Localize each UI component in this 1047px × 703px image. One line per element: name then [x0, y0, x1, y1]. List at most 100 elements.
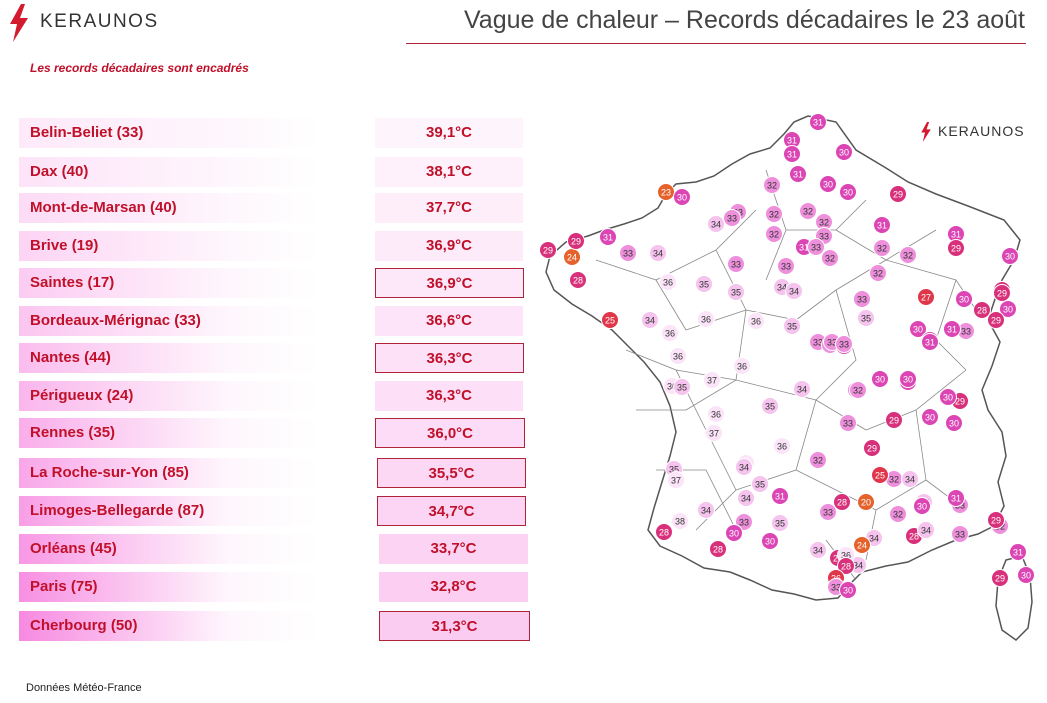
map-temperature-point: 31	[771, 487, 789, 505]
map-point-value: 32	[825, 254, 835, 264]
map-point-marker	[751, 475, 769, 493]
map-point-value: 33	[831, 583, 841, 593]
map-point-value: 35	[669, 465, 679, 475]
map-point-marker	[761, 532, 779, 550]
map-temperature-point: 36	[669, 347, 687, 365]
map-temperature-point: 32	[799, 202, 817, 220]
map-temperature-point: 31	[789, 165, 807, 183]
map-temperature-point: 32	[815, 213, 833, 231]
map-temperature-point: 36	[733, 357, 751, 375]
map-point-value: 31	[1013, 548, 1023, 558]
map-temperature-point: 29	[987, 311, 1005, 329]
map-temperature-point: 28	[973, 301, 991, 319]
map-point-marker	[727, 283, 745, 301]
map-point-value: 30	[917, 502, 927, 512]
map-temperature-point: 34	[641, 311, 659, 329]
map-point-marker	[835, 143, 853, 161]
map-point-value: 36	[841, 551, 851, 561]
map-point-value: 31	[793, 170, 803, 180]
record-value: 36,6°C	[375, 306, 523, 336]
record-city: Cherbourg (50)	[19, 611, 319, 641]
map-point-value: 34	[905, 475, 915, 485]
map-point-marker	[951, 525, 969, 543]
map-point-marker	[835, 335, 853, 353]
map-temperature-point: 35	[751, 475, 769, 493]
map-point-value: 30	[765, 537, 775, 547]
map-point-marker	[735, 458, 753, 476]
map-temperature-point: 29	[885, 411, 903, 429]
map-temperature-point: 32	[765, 225, 783, 243]
map-temperature-point: 32	[763, 176, 781, 194]
map-point-marker	[901, 470, 919, 488]
map-point-marker	[909, 320, 927, 338]
map-point-value: 30	[823, 180, 833, 190]
record-value: 36,0°C	[375, 418, 525, 448]
map-point-value: 32	[803, 207, 813, 217]
map-point-marker	[853, 290, 871, 308]
map-point-value: 24	[567, 253, 577, 263]
map-point-value: 31	[925, 338, 935, 348]
map-point-value: 33	[827, 338, 837, 348]
map-point-value: 28	[909, 532, 919, 542]
map-point-value: 23	[661, 188, 671, 198]
map-point-value: 29	[867, 444, 877, 454]
map-point-value: 29	[991, 516, 1001, 526]
map-point-value: 35	[755, 480, 765, 490]
map-point-value: 31	[951, 230, 961, 240]
map-point-value: 34	[853, 561, 863, 571]
record-city: La Roche-sur-Yon (85)	[19, 458, 319, 488]
map-keraunos-logo: KERAUNOS	[920, 122, 1025, 142]
map-temperature-point: 33	[951, 525, 969, 543]
map-point-value: 31	[951, 494, 961, 504]
record-city: Orléans (45)	[19, 534, 319, 564]
map-point-value: 25	[875, 471, 885, 481]
map-point-value: 34	[645, 316, 655, 326]
data-source: Données Météo-France	[26, 682, 142, 694]
map-temperature-point: 36	[773, 437, 791, 455]
map-point-marker	[1009, 543, 1027, 561]
map-temperature-point: 37	[703, 371, 721, 389]
map-temperature-point: 24	[563, 248, 581, 266]
record-row: Périgueux (24) 36,3°C	[0, 381, 540, 411]
record-value: 36,3°C	[375, 343, 524, 373]
record-value: 36,3°C	[375, 381, 523, 411]
map-point-marker	[727, 255, 745, 273]
record-value: 39,1°C	[375, 118, 523, 148]
map-temperature-point: 30	[819, 175, 837, 193]
map-temperature-points: 3131313031303029233032333332323234333231…	[539, 113, 1035, 599]
map-point-marker	[601, 311, 619, 329]
map-temperature-point: 35	[673, 378, 691, 396]
map-point-value: 32	[769, 210, 779, 220]
lightning-bolt-icon	[10, 4, 28, 42]
map-point-marker	[945, 414, 963, 432]
map-temperature-point: 36	[697, 310, 715, 328]
map-temperature-point: 34	[917, 521, 935, 539]
brand-name: KERAUNOS	[40, 11, 159, 32]
map-point-value: 35	[861, 314, 871, 324]
map-temperature-point: 34	[697, 501, 715, 519]
map-point-marker	[669, 347, 687, 365]
map-temperature-point: 30	[909, 320, 927, 338]
map-point-value: 25	[605, 316, 615, 326]
record-city: Limoges-Bellegarde (87)	[19, 496, 319, 526]
map-point-marker	[899, 246, 917, 264]
record-value: 32,8°C	[379, 572, 528, 602]
map-point-marker	[939, 388, 957, 406]
map-point-value: 33	[857, 295, 867, 305]
map-point-value: 37	[707, 376, 717, 386]
map-point-marker	[539, 241, 557, 259]
map-point-marker	[771, 487, 789, 505]
record-row: Paris (75) 32,8°C	[0, 572, 540, 602]
map-point-marker	[873, 239, 891, 257]
map-temperature-point: 32	[765, 205, 783, 223]
map-point-value: 29	[995, 574, 1005, 584]
map-point-marker	[819, 175, 837, 193]
record-city: Paris (75)	[19, 572, 319, 602]
map-point-value: 36	[711, 410, 721, 420]
map-point-value: 28	[977, 306, 987, 316]
map-temperature-point: 29	[889, 185, 907, 203]
map-temperature-point: 32	[873, 239, 891, 257]
map-temperature-point: 35	[857, 309, 875, 327]
map-point-marker	[885, 411, 903, 429]
map-point-marker	[821, 249, 839, 267]
